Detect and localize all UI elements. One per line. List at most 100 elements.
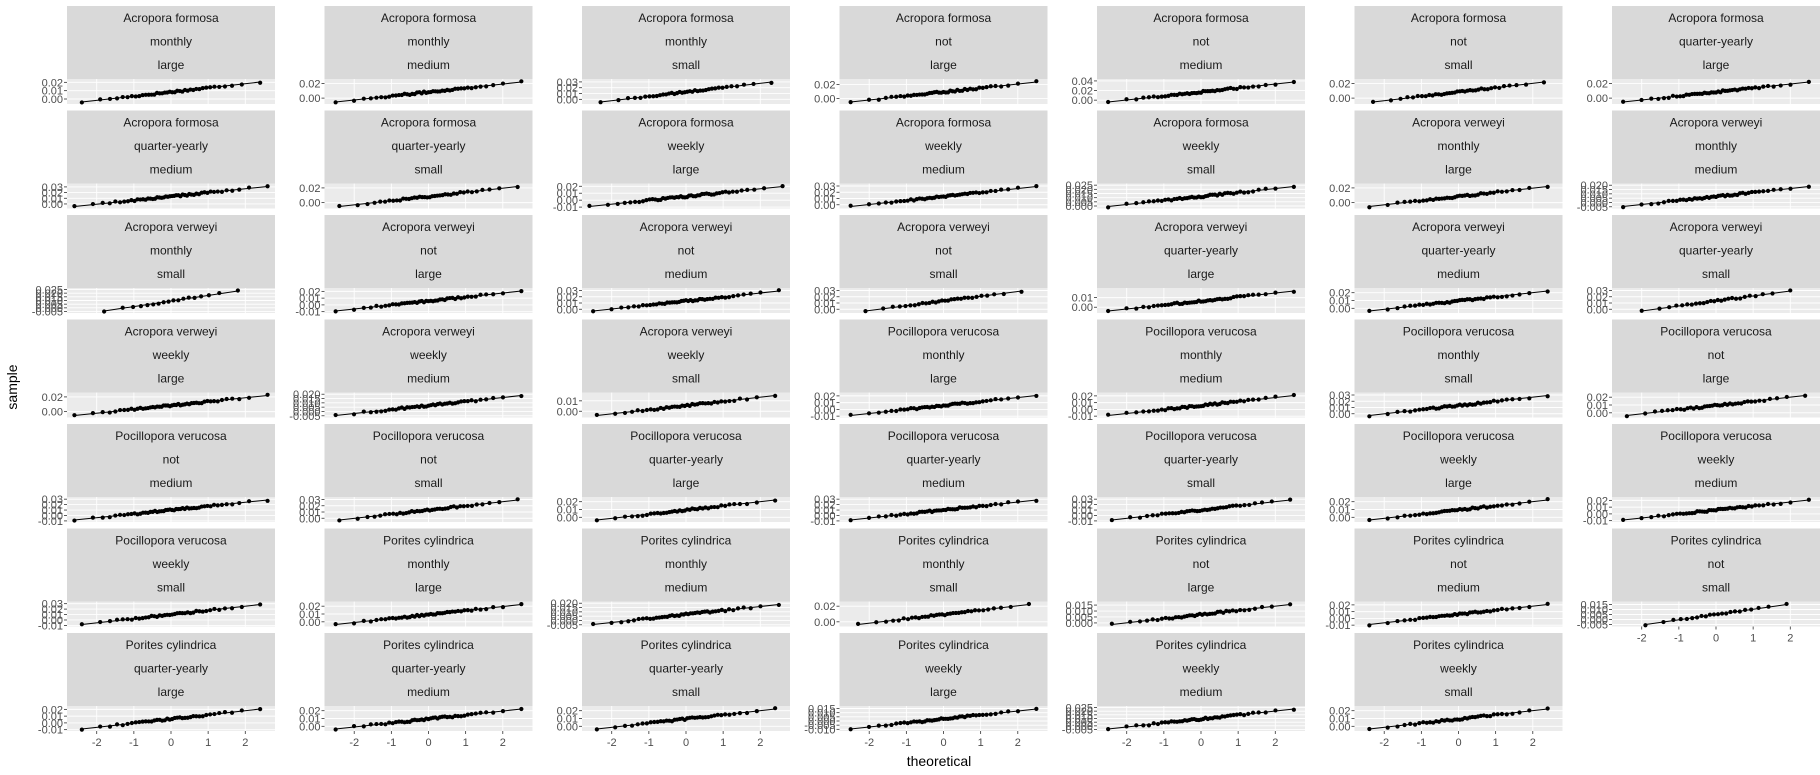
y-tick-label: 0.03 — [42, 494, 63, 506]
qq-point — [1711, 612, 1717, 617]
qq-point — [923, 614, 928, 619]
qq-point — [1408, 409, 1413, 414]
qq-point — [469, 503, 475, 508]
qq-point — [1685, 302, 1690, 307]
qq-point — [1234, 712, 1239, 717]
facet-strip-label: Acropora verweyi — [125, 220, 218, 234]
qq-point — [1715, 612, 1721, 617]
qq-point — [337, 518, 342, 523]
qq-point — [1402, 199, 1407, 204]
facet-strip-label: medium — [665, 581, 708, 595]
qq-point — [497, 186, 502, 191]
y-tick-label: -0.01 — [1325, 620, 1350, 632]
qq-point — [980, 85, 985, 90]
qq-point — [1667, 305, 1672, 310]
qq-point — [615, 201, 620, 207]
qq-point — [117, 200, 123, 205]
qq-point — [1749, 189, 1754, 195]
qq-point — [374, 303, 379, 308]
facet-strip-background — [1354, 6, 1563, 79]
qq-point — [1034, 393, 1039, 399]
qq-point — [640, 199, 646, 204]
qq-point — [1106, 308, 1111, 314]
y-tick-label: 0.02 — [557, 706, 578, 718]
qq-point — [1488, 295, 1493, 300]
y-tick-label: 0.02 — [299, 78, 320, 90]
qq-point — [1693, 301, 1699, 306]
qq-point — [1150, 513, 1155, 518]
qq-point — [1137, 619, 1143, 624]
qq-point — [902, 94, 907, 99]
qq-point — [1246, 293, 1251, 298]
qq-point — [1738, 296, 1743, 301]
y-tick-label: -0.005 — [804, 720, 835, 732]
qq-point — [451, 191, 456, 196]
facet-strip-label: not — [1193, 557, 1210, 571]
qq-point — [1545, 497, 1550, 502]
qq-point — [719, 295, 724, 300]
qq-point — [1410, 95, 1416, 100]
qq-point — [519, 706, 524, 712]
qq-point — [999, 84, 1004, 89]
qq-point — [898, 93, 903, 99]
qq-point — [491, 605, 496, 610]
facet-strip-label: Porites cylindrica — [126, 638, 217, 652]
facet-strip-label: Pocillopora verucosa — [1660, 325, 1772, 339]
facet-strip-background — [67, 215, 275, 288]
qq-point — [727, 398, 732, 404]
qq-point — [133, 615, 138, 621]
qq-point — [1405, 95, 1410, 100]
qq-point — [977, 503, 982, 508]
qq-point — [1238, 711, 1243, 717]
qq-point — [648, 616, 653, 621]
facet-strip-label: medium — [150, 476, 193, 490]
qq-point — [368, 305, 373, 310]
qq-point — [1288, 497, 1293, 502]
qq-point — [145, 303, 150, 308]
qq-point — [181, 296, 186, 301]
facet-strip-background — [582, 110, 790, 184]
qq-point — [622, 410, 628, 416]
qq-point — [194, 714, 199, 719]
facet-panel: Pocillopora verucosa not small 0.000.010.02… — [299, 424, 533, 525]
y-tick-label: 0.00 — [814, 510, 835, 522]
qq-point — [1732, 609, 1738, 614]
qq-point — [1495, 712, 1500, 717]
qq-point — [1238, 398, 1243, 403]
y-tick-label: 0.025 — [35, 284, 63, 296]
facet-panel: Acropora formosa monthly large 0.000.010.02 — [42, 6, 275, 106]
y-tick-label: 0.03 — [42, 599, 63, 611]
qq-point — [519, 289, 524, 294]
facet-strip-background — [324, 528, 533, 602]
qq-point — [1491, 712, 1496, 717]
qq-point — [1124, 724, 1129, 729]
facet-strip-label: small — [1702, 267, 1730, 281]
qq-point — [1481, 713, 1486, 718]
y-tick-label: 0.00 — [42, 510, 63, 522]
qq-point — [1639, 308, 1644, 313]
qq-point — [1026, 601, 1032, 607]
qq-point — [1417, 199, 1422, 204]
facet-strip-label: medium — [407, 685, 450, 699]
qq-point — [1137, 515, 1143, 520]
qq-point — [200, 714, 205, 719]
facet-strip-label: Porites cylindrica — [641, 534, 732, 548]
qq-point — [140, 92, 145, 98]
facet-strip-label: small — [672, 58, 700, 72]
qq-point — [1146, 409, 1152, 414]
qq-point — [1256, 397, 1261, 402]
y-tick-label: 0.020 — [1580, 180, 1608, 192]
qq-point — [1661, 200, 1667, 205]
qq-point — [351, 98, 357, 103]
qq-point — [619, 620, 624, 625]
qq-point — [655, 510, 660, 516]
qq-point — [1238, 294, 1243, 299]
qq-point — [138, 304, 144, 309]
qq-point — [709, 714, 714, 719]
qq-point — [355, 516, 360, 521]
qq-point — [898, 407, 903, 412]
qq-point — [125, 512, 131, 517]
facet-strip-label: medium — [1695, 476, 1738, 490]
qq-point — [1510, 397, 1515, 402]
